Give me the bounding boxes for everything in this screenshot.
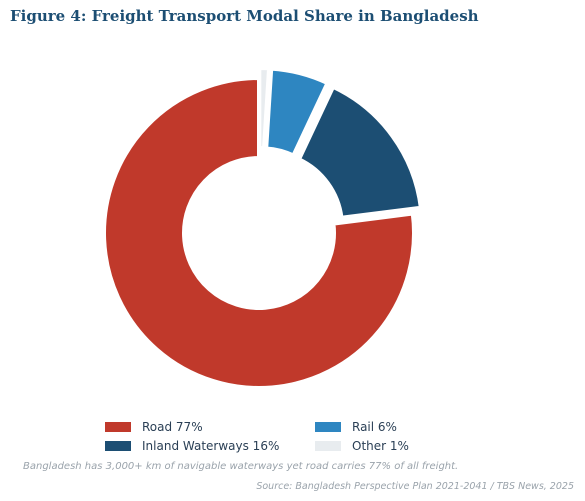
legend-swatch-inland-waterways <box>105 441 131 451</box>
slice-rail <box>264 66 330 158</box>
legend-swatch-other <box>315 441 341 451</box>
chart-source: Source: Bangladesh Perspective Plan 2021… <box>256 481 574 492</box>
legend-swatch-rail <box>315 422 341 432</box>
chart-note: Bangladesh has 3,000+ km of navigable wa… <box>23 461 459 472</box>
legend-label-rail: Rail 6% <box>352 420 397 434</box>
legend-label-inland-waterways: Inland Waterways 16% <box>142 439 280 453</box>
legend-label-other: Other 1% <box>352 439 409 453</box>
legend-item-rail: Rail 6% <box>315 420 397 434</box>
legend-item-road: Road 77% <box>105 420 203 434</box>
legend-label-road: Road 77% <box>142 420 203 434</box>
slice-inland-waterways <box>297 84 423 220</box>
slice-road <box>102 76 416 390</box>
legend-item-inland-waterways: Inland Waterways 16% <box>105 439 279 453</box>
chart-title: Figure 4: Freight Transport Modal Share … <box>10 7 479 25</box>
legend-item-other: Other 1% <box>315 439 409 453</box>
donut-chart <box>102 66 423 390</box>
slice-other <box>257 66 272 151</box>
legend-swatch-road <box>105 422 131 432</box>
